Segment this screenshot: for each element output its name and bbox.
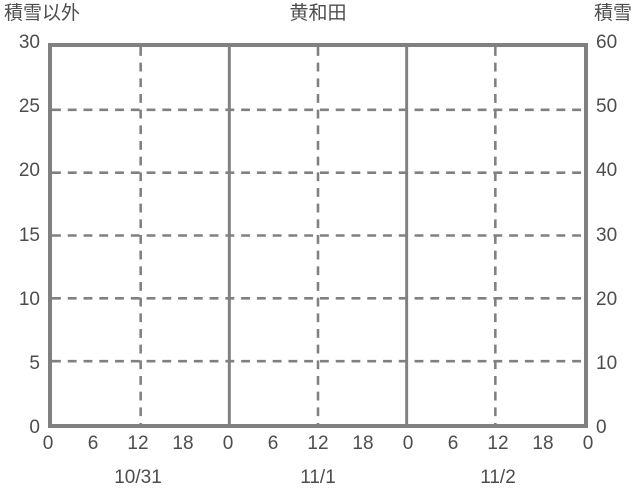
y-axis-right-tick-label: 60 (596, 32, 618, 53)
chart-title: 黄和田 (289, 3, 347, 24)
y-axis-left-tick-label: 15 (18, 224, 40, 246)
y-axis-right-tick-label: 0 (596, 417, 607, 438)
x-axis-tick-label: 0 (582, 433, 594, 454)
x-axis-date-label: 11/2 (480, 467, 516, 488)
y-axis-right-tick-label: 50 (596, 96, 618, 118)
x-axis-tick-label: 6 (267, 433, 279, 454)
x-axis-date-label: 11/1 (300, 467, 336, 488)
y-axis-left-tick-label: 5 (29, 352, 40, 374)
y-axis-right-tick-label: 20 (596, 288, 618, 310)
y-axis-left-tick-label: 10 (18, 288, 40, 310)
x-axis-tick-label: 12 (307, 433, 329, 454)
x-axis-tick-label: 12 (487, 433, 509, 454)
y-axis-left-tick-label: 0 (29, 417, 40, 438)
y-axis-left-tick-label: 20 (18, 160, 40, 182)
x-axis-tick-label: 6 (87, 433, 99, 454)
y-axis-left-tick-label: 30 (18, 32, 40, 53)
x-axis-tick-label: 18 (352, 433, 374, 454)
left-axis-title: 積雪以外 (4, 3, 81, 24)
right-axis-title: 積雪 (593, 3, 632, 24)
y-axis-right-tick-label: 40 (596, 160, 618, 182)
y-axis-right-tick-label: 10 (596, 352, 618, 374)
y-axis-left-tick-label: 25 (18, 96, 40, 118)
x-axis-tick-label: 6 (447, 433, 459, 454)
x-axis-tick-label: 12 (127, 433, 149, 454)
x-axis-tick-label: 0 (42, 433, 54, 454)
x-axis-tick-label: 18 (172, 433, 194, 454)
x-axis-date-label: 10/31 (114, 467, 162, 488)
x-axis-tick-label: 18 (532, 433, 554, 454)
gridlines-layer (52, 47, 584, 424)
x-axis-tick-label: 0 (402, 433, 414, 454)
plot-area (48, 43, 588, 428)
y-axis-right-tick-label: 30 (596, 224, 618, 246)
x-axis-tick-label: 0 (222, 433, 234, 454)
